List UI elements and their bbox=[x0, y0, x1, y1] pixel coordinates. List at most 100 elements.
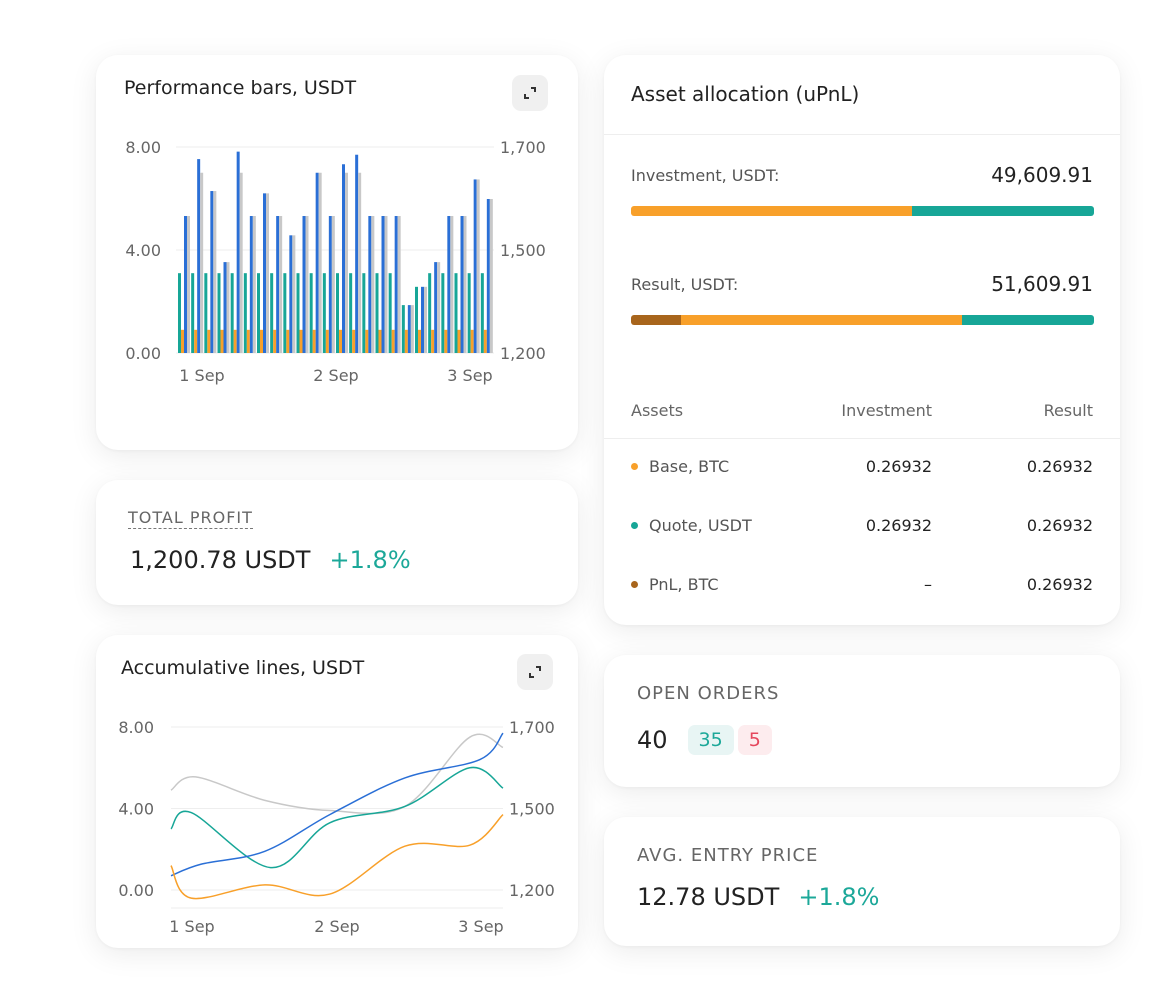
bar-blue bbox=[447, 216, 451, 353]
total-profit-card: TOTAL PROFIT 1,200.78 USDT +1.8% bbox=[96, 480, 578, 605]
bar-orange bbox=[260, 329, 263, 353]
bar-blue bbox=[249, 216, 253, 353]
bar-teal bbox=[388, 273, 392, 353]
bar-gray bbox=[213, 191, 217, 353]
bar-orange bbox=[233, 329, 237, 353]
right-tick-label: 1,700 bbox=[500, 138, 546, 157]
bar-teal bbox=[401, 305, 405, 353]
bar-blue bbox=[368, 216, 372, 353]
asset-investment: 0.26932 bbox=[865, 457, 932, 476]
left-tick-label: 0.00 bbox=[125, 344, 161, 363]
accumulative-line-chart: 8.00 1,700 4.00 1,500 0.00 1,200 1 Sep 2 Sep 3 S… bbox=[118, 718, 555, 936]
bar-teal bbox=[296, 273, 300, 353]
bar-orange bbox=[207, 329, 211, 353]
bar-teal bbox=[243, 273, 247, 353]
accumulative-lines-card: Accumulative lines, USDT 8.00 1,700 4.00 1,… bbox=[96, 635, 578, 948]
bar-gray bbox=[397, 216, 401, 353]
bar-blue bbox=[223, 262, 227, 353]
assets-table-body: Base, BTC 0.26932 0.26932 Quote, USDT 0.2… bbox=[631, 457, 1093, 637]
bar-blue bbox=[473, 179, 477, 353]
bar-teal bbox=[309, 273, 313, 353]
line-teal bbox=[170, 766, 504, 869]
card-title: Asset allocation (uPnL) bbox=[631, 82, 860, 106]
bar-orange bbox=[418, 329, 421, 353]
bar-orange bbox=[470, 329, 474, 353]
bar-orange bbox=[457, 329, 461, 353]
column-header: Result bbox=[1043, 401, 1093, 420]
bar-teal bbox=[428, 273, 432, 353]
bar-teal bbox=[217, 273, 221, 353]
right-tick-label: 1,500 bbox=[509, 800, 555, 819]
expand-button[interactable] bbox=[512, 75, 548, 111]
bar-blue bbox=[342, 164, 345, 353]
avg-entry-price-card: AVG. ENTRY PRICE 12.78 USDT +1.8% bbox=[604, 817, 1120, 946]
bar-segment-teal bbox=[912, 206, 1094, 216]
bar-orange bbox=[431, 329, 435, 353]
bar-blue bbox=[394, 216, 398, 353]
bar-orange bbox=[352, 329, 356, 353]
bar-blue bbox=[355, 154, 359, 353]
performance-bar-chart: 8.00 1,700 4.00 1,500 0.00 1,200 1 Sep 2 Sep 3 S… bbox=[125, 138, 546, 385]
bar-teal bbox=[375, 273, 379, 353]
result-label: Result, USDT: bbox=[631, 275, 739, 294]
line-blue bbox=[170, 732, 504, 877]
bar-blue bbox=[328, 216, 332, 353]
line-gray bbox=[170, 733, 504, 815]
performance-bars-card: Performance bars, USDT 8.00 1,700 4.00 1,50… bbox=[96, 55, 578, 450]
bar-gray bbox=[476, 179, 480, 353]
x-tick-label: 2 Sep bbox=[314, 917, 359, 936]
bar-teal bbox=[480, 273, 484, 353]
bar-gray bbox=[252, 216, 256, 353]
total-profit-change: +1.8% bbox=[329, 546, 411, 574]
asset-row: PnL, BTC – 0.26932 bbox=[631, 575, 1093, 634]
expand-button[interactable] bbox=[517, 654, 553, 690]
bar-teal bbox=[467, 273, 471, 353]
bar-blue bbox=[434, 262, 438, 353]
line-orange bbox=[170, 814, 504, 900]
bar-gray bbox=[200, 172, 204, 353]
investment-bar bbox=[631, 206, 1094, 216]
x-tick-label: 1 Sep bbox=[179, 366, 224, 385]
bar-gray bbox=[410, 305, 414, 353]
bar-orange bbox=[325, 329, 329, 353]
bar-teal bbox=[454, 273, 458, 353]
bar-segment-brown bbox=[631, 315, 681, 325]
bar-gray bbox=[318, 172, 322, 353]
right-tick-label: 1,700 bbox=[509, 718, 555, 737]
investment-value: 49,609.91 bbox=[991, 163, 1093, 187]
bar-blue bbox=[263, 193, 266, 353]
bar-blue bbox=[486, 199, 490, 353]
bar-gray bbox=[384, 216, 388, 353]
bar-orange bbox=[194, 329, 198, 353]
avg-entry-label: AVG. ENTRY PRICE bbox=[637, 845, 819, 866]
bar-blue bbox=[184, 216, 187, 353]
bar-teal bbox=[191, 273, 195, 353]
bar-orange bbox=[299, 329, 303, 353]
bar-segment-orange bbox=[631, 206, 913, 216]
buy-orders-badge: 35 bbox=[687, 725, 734, 755]
bar-orange bbox=[444, 329, 448, 353]
asset-name: Base, BTC bbox=[649, 457, 730, 476]
total-profit-label[interactable]: TOTAL PROFIT bbox=[128, 508, 253, 529]
investment-label: Investment, USDT: bbox=[631, 166, 780, 185]
bar-gray bbox=[187, 216, 190, 353]
avg-entry-change: +1.8% bbox=[798, 883, 880, 911]
bar-teal bbox=[270, 273, 274, 353]
result-bar bbox=[631, 315, 1094, 325]
bar-gray bbox=[266, 193, 269, 353]
asset-result: 0.26932 bbox=[1026, 516, 1093, 535]
bar-orange bbox=[312, 329, 316, 353]
right-tick-label: 1,500 bbox=[500, 241, 546, 260]
asset-investment: – bbox=[924, 575, 932, 594]
bar-blue bbox=[381, 216, 385, 353]
left-tick-label: 0.00 bbox=[118, 881, 154, 900]
asset-allocation-card: Asset allocation (uPnL) Investment, USDT… bbox=[604, 55, 1120, 625]
bar-teal bbox=[336, 273, 339, 353]
bar-gray bbox=[489, 199, 493, 353]
bar-gray bbox=[437, 262, 441, 353]
bar-teal bbox=[349, 273, 353, 353]
bar-blue bbox=[302, 216, 306, 353]
card-title: Performance bars, USDT bbox=[124, 77, 357, 99]
asset-color-dot bbox=[631, 581, 638, 588]
open-orders-card: OPEN ORDERS 40 35 5 bbox=[604, 655, 1120, 787]
